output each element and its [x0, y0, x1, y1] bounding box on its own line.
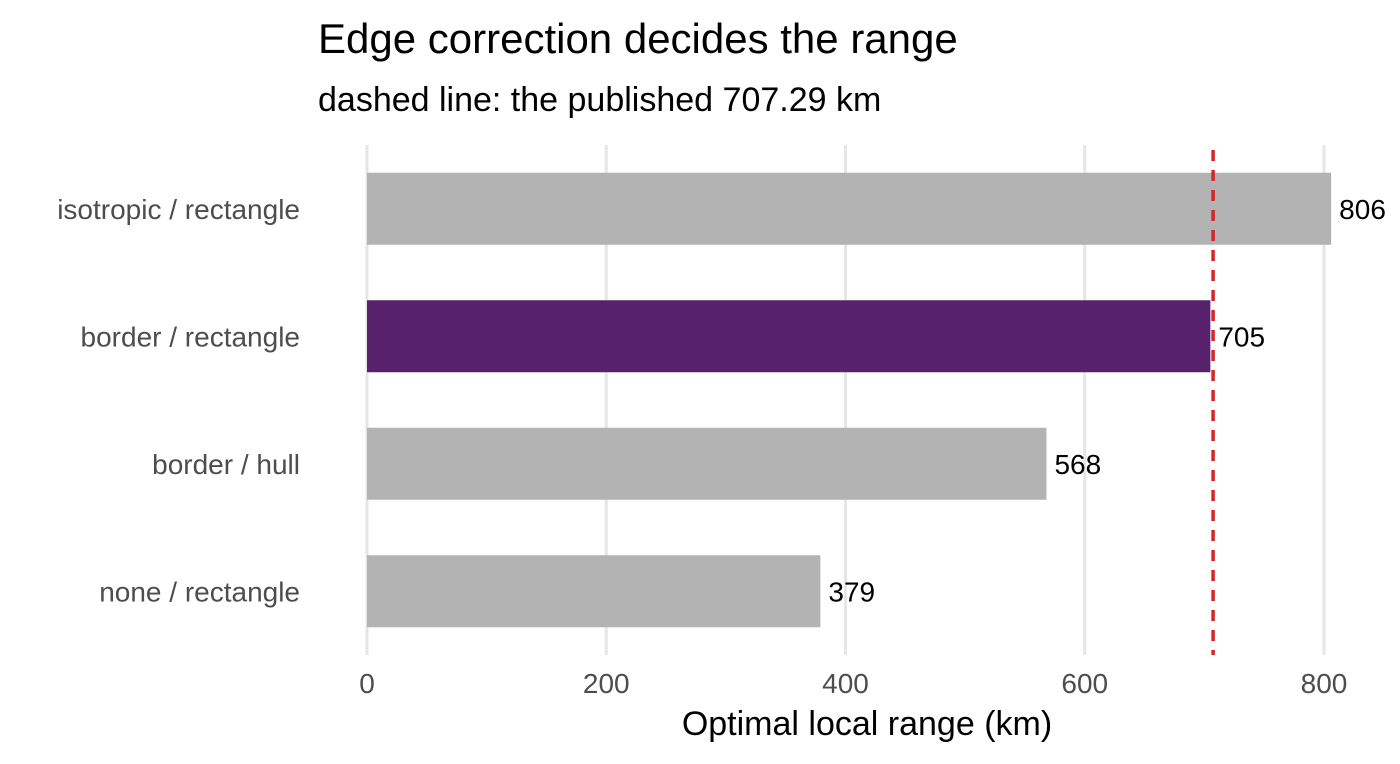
bar [367, 555, 821, 628]
value-label: 379 [828, 576, 875, 607]
labels: 0 200 400 600 800 isotropic / rectangle 806 bor… [57, 194, 1386, 699]
category-label: border / hull [152, 449, 300, 480]
category-label: none / rectangle [99, 576, 300, 607]
category-label: isotropic / rectangle [57, 194, 300, 225]
x-tick-label: 600 [1061, 668, 1108, 699]
value-label: 806 [1339, 194, 1386, 225]
x-tick-label: 400 [822, 668, 869, 699]
bar [367, 427, 1047, 500]
x-axis-title: Optimal local range (km) [682, 705, 1052, 743]
bars [367, 172, 1332, 628]
category-label: border / rectangle [81, 321, 300, 352]
chart-subtitle: dashed line: the published 707.29 km [318, 81, 882, 119]
x-tick-label: 0 [359, 668, 375, 699]
chart-title: Edge correction decides the range [318, 15, 958, 62]
value-label: 705 [1218, 321, 1265, 352]
x-tick-label: 200 [583, 668, 630, 699]
bar [367, 300, 1211, 373]
value-label: 568 [1054, 449, 1101, 480]
bar [367, 172, 1332, 245]
x-tick-label: 800 [1301, 668, 1348, 699]
